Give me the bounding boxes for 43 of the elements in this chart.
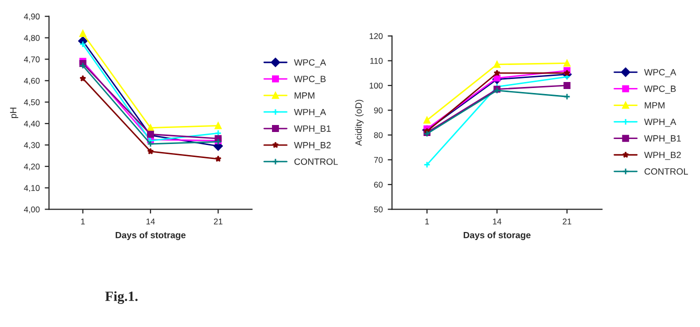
- y-tick-label: 50: [374, 206, 383, 212]
- y-tick-label: 4,70: [24, 56, 40, 64]
- legend-label: WPC_B: [644, 86, 676, 94]
- y-tick-label: 80: [374, 132, 383, 138]
- x-tick-label: 14: [493, 218, 502, 224]
- y-tick-label: 60: [374, 182, 383, 188]
- legend-label: MPM: [294, 92, 314, 99]
- x-tick-label: 21: [562, 218, 572, 224]
- x-axis-title: Days of stotrage: [116, 232, 186, 240]
- legend-label: WPH_B2: [294, 142, 331, 150]
- caption: Fig.1.: [105, 291, 138, 304]
- legend-label: WPC_A: [294, 59, 326, 68]
- y-tick-label: 100: [370, 82, 383, 89]
- legend-label: WPC_B: [294, 76, 326, 84]
- y-tick-label: 4,90: [24, 14, 40, 20]
- legend-label: WPH_B1: [644, 135, 681, 144]
- y-tick-label: 120: [370, 33, 383, 40]
- y-tick-label: 4,60: [24, 78, 40, 85]
- y-tick-label: 110: [370, 58, 383, 64]
- legend-label: WPH_A: [644, 118, 676, 127]
- x-axis-title: Days of storage: [464, 232, 531, 240]
- legend-label: CONTROL: [294, 158, 338, 165]
- legend-label: CONTROL: [644, 168, 688, 175]
- x-tick-label: 1: [81, 218, 85, 224]
- y-axis-title: Acidity (oD): [355, 100, 364, 146]
- legend-label: WPH_B2: [644, 152, 681, 160]
- y-tick-label: 4,50: [24, 99, 40, 106]
- x-tick-label: 1: [425, 218, 429, 224]
- y-tick-label: 70: [374, 156, 383, 163]
- legend-label: WPH_B1: [294, 125, 331, 134]
- y-tick-label: 4,00: [24, 206, 40, 214]
- y-tick-label: 90: [374, 107, 383, 114]
- y-tick-label: 4,40: [24, 120, 40, 128]
- y-tick-label: 4,10: [24, 185, 40, 192]
- y-tick-label: 4,80: [24, 34, 40, 42]
- legend-label: WPC_A: [644, 69, 676, 78]
- x-tick-label: 21: [214, 218, 222, 224]
- legend-label: MPM: [644, 102, 664, 108]
- y-tick-label: 4,30: [24, 142, 40, 150]
- x-tick-label: 14: [146, 218, 155, 224]
- y-tick-label: 4,20: [24, 164, 40, 170]
- legend-label: WPH_A: [294, 108, 326, 117]
- y-axis-title: pH: [10, 108, 18, 118]
